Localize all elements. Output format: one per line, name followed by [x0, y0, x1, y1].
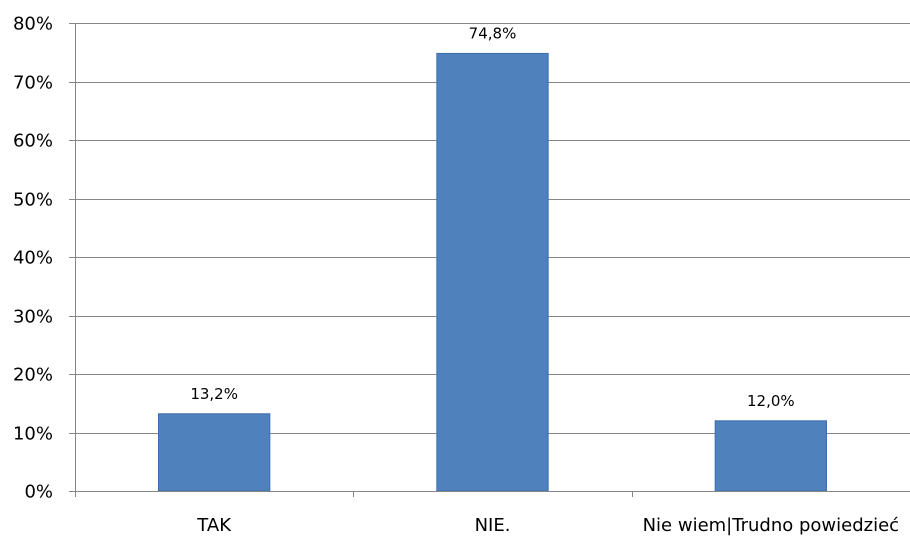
y-tick-label: 50% — [13, 190, 53, 211]
x-category-label: Nie wiem|Trudno powiedzieć — [643, 515, 899, 536]
labels: 0% 10% 20% 30% 40% 50% 60% 70% 80% 13,2% TAK 74,8% N… — [13, 14, 899, 537]
x-category-label: NIE. — [475, 515, 511, 536]
bar-0 — [158, 413, 271, 492]
bars — [158, 52, 828, 492]
y-tick-label: 80% — [13, 14, 53, 35]
bar-1 — [436, 52, 549, 492]
y-tick-label: 0% — [24, 482, 53, 503]
y-tick-label: 20% — [13, 365, 53, 386]
y-tick-label: 40% — [13, 248, 53, 269]
y-tick-label: 70% — [13, 73, 53, 94]
x-category-label: TAK — [196, 515, 232, 536]
data-label: 12,0% — [747, 392, 795, 410]
axes — [69, 23, 910, 497]
data-label: 74,8% — [469, 24, 517, 42]
y-tick-label: 10% — [13, 424, 53, 445]
data-label: 13,2% — [190, 385, 238, 403]
bar-2 — [714, 420, 828, 492]
y-tick-label: 30% — [13, 307, 53, 328]
y-tick-label: 60% — [13, 131, 53, 152]
